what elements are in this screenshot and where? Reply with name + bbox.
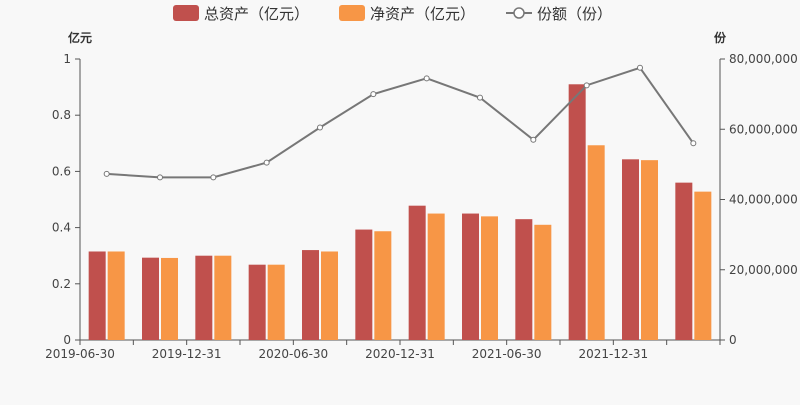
bar-net-assets[interactable] (587, 145, 605, 340)
shares-point[interactable] (317, 124, 323, 131)
bar-net-assets[interactable] (641, 160, 658, 340)
bar-total-assets[interactable] (195, 255, 213, 340)
bar-total-assets[interactable] (142, 257, 159, 340)
y-right-tick-label: 60,000,000 (729, 122, 798, 136)
bar-total-assets[interactable] (355, 229, 373, 340)
bar-net-assets[interactable] (481, 216, 498, 340)
x-tick-label: 2020-06-30 (258, 347, 328, 361)
bar-net-assets[interactable] (427, 213, 445, 340)
x-tick-label: 2021-06-30 (472, 347, 542, 361)
shares-line-series (103, 64, 697, 181)
y-left-tick-label: 1 (63, 52, 71, 66)
legend-label-shares: 份额（份） (537, 5, 612, 23)
bar-net-assets[interactable] (107, 251, 125, 340)
legend-label-total-assets: 总资产（亿元） (204, 5, 309, 23)
bar-net-assets[interactable] (321, 251, 338, 340)
shares-point[interactable] (210, 174, 217, 181)
y-left-axis-title: 亿元 (68, 30, 92, 45)
x-tick-label: 2019-06-30 (45, 347, 115, 361)
y-left-ticks: 0 0.2 0.4 0.6 0.8 1 (52, 52, 80, 347)
shares-point[interactable] (423, 75, 430, 82)
bar-total-assets[interactable] (622, 159, 639, 340)
y-right-tick-label: 0 (729, 333, 737, 347)
shares-point[interactable] (530, 136, 537, 143)
bar-total-assets[interactable] (302, 250, 319, 340)
y-right-ticks: 0 20,000,000 40,000,000 60,000,000 80,000,00… (720, 52, 798, 347)
shares-line (106, 66, 695, 179)
legend-marker-shares (513, 7, 525, 19)
x-tick-label: 2020-12-31 (365, 347, 435, 361)
y-left-tick-label: 0.8 (52, 108, 71, 122)
x-ticks: 2019-06-30 2019-12-31 2020-06-30 2020-12-31… (45, 340, 721, 361)
shares-point[interactable] (637, 64, 643, 71)
y-right-tick-label: 20,000,000 (729, 263, 798, 277)
bar-total-assets[interactable] (675, 182, 693, 340)
legend-label-net-assets: 净资产（亿元） (370, 5, 475, 23)
bar-total-assets[interactable] (462, 213, 479, 340)
bar-total-assets[interactable] (568, 84, 586, 340)
legend-swatch-total-assets (173, 5, 199, 21)
bar-total-assets[interactable] (88, 251, 106, 340)
y-left-tick-label: 0.2 (52, 277, 71, 291)
bar-total-assets[interactable] (515, 219, 533, 340)
y-right-tick-label: 80,000,000 (729, 52, 798, 66)
shares-point[interactable] (477, 94, 483, 101)
legend-swatch-net-assets (339, 5, 365, 21)
y-right-tick-label: 40,000,000 (729, 193, 798, 207)
shares-point[interactable] (263, 159, 270, 166)
bar-net-assets[interactable] (534, 224, 552, 340)
bar-total-assets[interactable] (248, 264, 266, 340)
bar-net-assets[interactable] (267, 264, 285, 340)
shares-point[interactable] (583, 82, 590, 89)
y-left-tick-label: 0.6 (52, 164, 71, 178)
bar-net-assets[interactable] (214, 255, 232, 340)
bar-net-assets[interactable] (161, 257, 178, 340)
bar-net-assets[interactable] (374, 231, 392, 340)
x-tick-label: 2019-12-31 (152, 347, 222, 361)
shares-point[interactable] (690, 140, 697, 147)
legend-item-total-assets[interactable]: 总资产（亿元） (173, 5, 309, 23)
y-right-axis-title: 份 (714, 30, 727, 45)
legend-item-net-assets[interactable]: 净资产（亿元） (339, 5, 475, 23)
shares-point[interactable] (370, 91, 377, 98)
y-left-tick-label: 0 (63, 333, 71, 347)
bar-total-assets[interactable] (408, 205, 426, 340)
legend[interactable]: 总资产（亿元） 净资产（亿元） 份额（份） (173, 5, 612, 23)
shares-point[interactable] (103, 170, 110, 177)
bar-net-assets[interactable] (694, 191, 712, 340)
y-left-tick-label: 0.4 (52, 221, 71, 235)
bars (88, 84, 712, 340)
legend-item-shares[interactable]: 份额（份） (506, 5, 612, 23)
shares-point[interactable] (157, 174, 163, 181)
x-tick-label: 2021-12-31 (578, 347, 648, 361)
